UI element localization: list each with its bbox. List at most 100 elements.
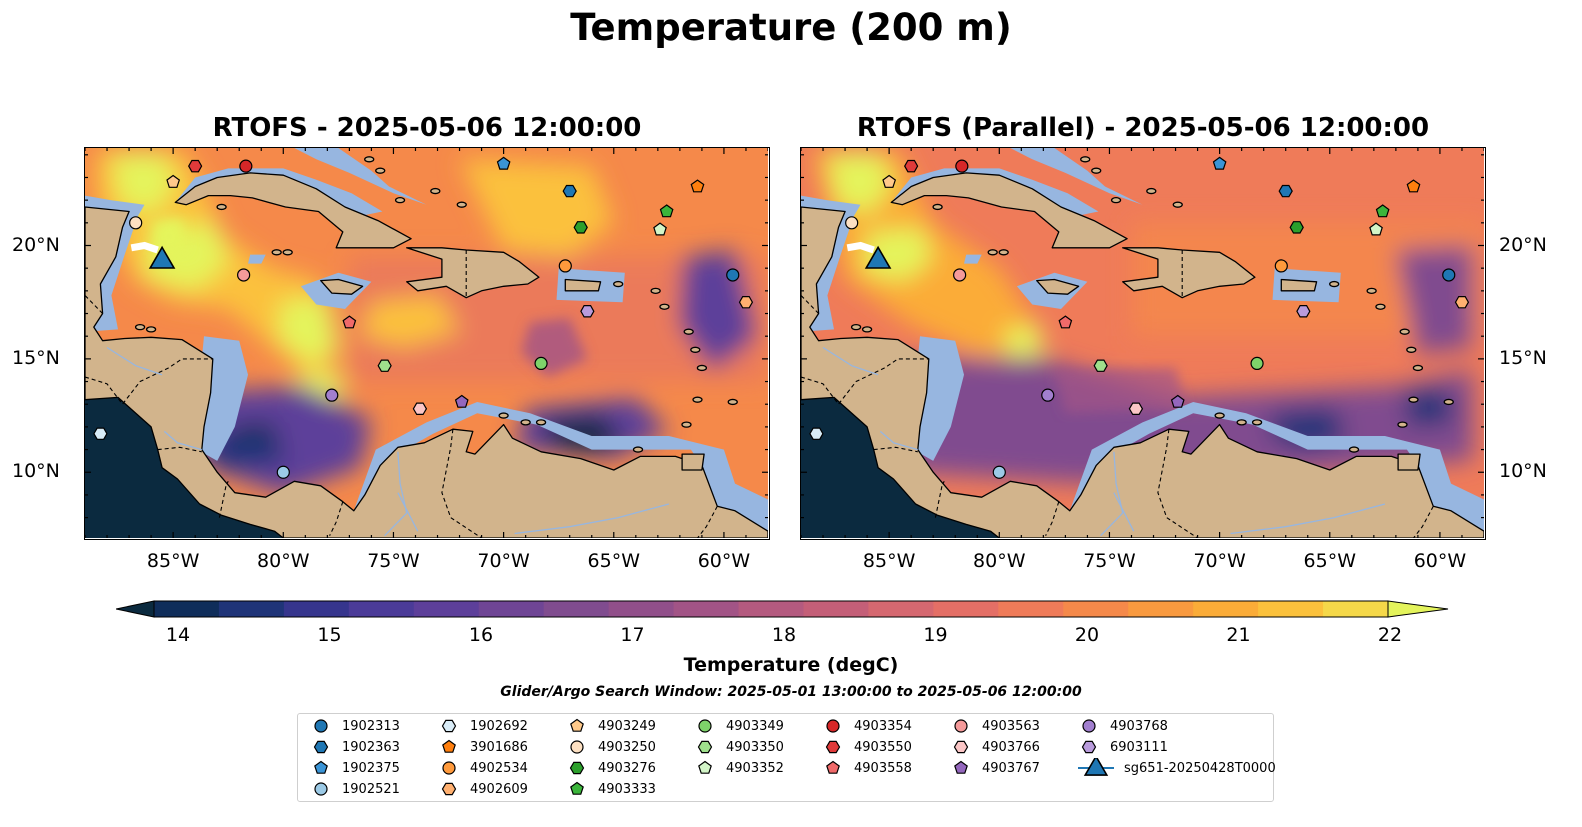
legend-marker-circle-icon [954, 719, 968, 733]
legend-marker-triangle-icon [1078, 758, 1114, 776]
map-canvas-rtofs-parallel [801, 148, 1484, 538]
colorbar-tick-label: 18 [771, 624, 797, 646]
legend-marker [442, 739, 456, 753]
y-tick-label-right: 20°N [1499, 233, 1547, 256]
x-tick-label: 70°W [477, 550, 530, 572]
float-marker [1289, 221, 1304, 234]
legend-marker [570, 718, 584, 732]
float-marker [882, 174, 897, 188]
legend-item: 4903276 [566, 758, 656, 778]
legend-marker-hexagon-icon [953, 740, 969, 754]
legend-label: 4903563 [982, 718, 1040, 734]
legend-marker-pentagon-icon [314, 760, 328, 774]
colorbar-segment [673, 601, 740, 617]
legend-marker-circle-icon [698, 719, 712, 733]
legend-item: 1902313 [310, 716, 400, 736]
legend-marker [570, 781, 584, 795]
legend-label: 4903354 [854, 718, 912, 734]
float-marker [558, 259, 572, 273]
legend-marker-circle-icon [314, 782, 328, 796]
country-borders [801, 250, 1434, 538]
map-rtofs-parallel[interactable] [800, 147, 1486, 540]
legend-item: 4903766 [950, 737, 1040, 757]
colorbar-segment [1258, 601, 1324, 617]
float-marker [726, 268, 740, 282]
colorbar-segment [543, 601, 610, 617]
legend-label: 4903352 [726, 760, 784, 776]
colorbar-segment [998, 601, 1064, 617]
legend-marker [570, 740, 584, 754]
float-marker [1041, 388, 1055, 402]
map-canvas-rtofs [85, 148, 768, 538]
argo-floats [93, 156, 754, 479]
legend-label: 4903249 [598, 718, 656, 734]
float-marker [93, 427, 108, 440]
float-marker [325, 388, 339, 402]
legend-item: 4903550 [822, 737, 912, 757]
float-marker [1058, 315, 1073, 329]
legend-marker-pentagon-icon [442, 739, 456, 753]
panel-title-rtofs-parallel: RTOFS (Parallel) - 2025-05-06 12:00:00 [856, 113, 1430, 143]
legend-item: 4903333 [566, 779, 656, 799]
float-marker [188, 159, 203, 173]
legend-label: 1902692 [470, 718, 528, 734]
float-marker [1250, 356, 1264, 371]
glider-marker [864, 245, 892, 269]
colorbar-segment [154, 601, 220, 617]
float-marker [1278, 184, 1293, 198]
legend-marker-circle-icon [570, 740, 584, 754]
float-marker [955, 159, 969, 173]
legend-marker-hexagon-icon [441, 782, 457, 796]
legend-marker [1083, 758, 1109, 776]
legend-item: 6903111 [1078, 737, 1168, 757]
colorbar-segment [283, 601, 350, 617]
colorbar-tick-label: 19 [923, 624, 948, 646]
legend-marker [698, 760, 712, 774]
legend-label: sg651-20250428T0000 [1124, 760, 1276, 776]
legend-marker [826, 760, 840, 774]
legend-marker [314, 719, 328, 733]
x-tick-label: 85°W [862, 550, 916, 572]
colorbar-segment [1128, 601, 1194, 617]
float-marker [653, 222, 667, 236]
colorbar-extend-max [1387, 600, 1449, 618]
legend-label: 4902609 [470, 781, 528, 797]
x-tick-label: 65°W [1303, 550, 1356, 572]
legend-label: 4903558 [854, 760, 912, 776]
colorbar-label: Temperature (degC) [683, 654, 899, 676]
legend-item: sg651-20250428T0000 [1078, 758, 1276, 778]
legend-item: 1902521 [310, 779, 400, 799]
colorbar-segment [933, 601, 999, 617]
colorbar-segment [608, 601, 675, 617]
colorbar-segment [1193, 601, 1259, 617]
legend-marker-circle-icon [1082, 719, 1096, 733]
legend-marker [825, 740, 841, 754]
float-marker [377, 359, 392, 372]
legend-marker [313, 740, 329, 754]
colorbar-tick-label: 14 [165, 624, 191, 646]
legend-item: 3901686 [438, 737, 528, 757]
float-marker [1369, 222, 1383, 236]
float-marker [239, 159, 253, 173]
rivers [822, 346, 1386, 537]
legend-marker-circle-icon [826, 719, 840, 733]
colorbar-segment [1323, 601, 1389, 617]
legend-marker [314, 782, 328, 796]
y-tick-label-right: 10°N [1499, 460, 1547, 483]
float-marker [534, 356, 548, 371]
float-marker [496, 156, 511, 170]
x-tick-label: 65°W [587, 550, 640, 572]
rivers [106, 346, 670, 537]
argo-floats [809, 156, 1470, 479]
legend-marker-hexagon-icon [313, 740, 329, 754]
y-tick-label-left: 15°N [12, 346, 60, 369]
land [801, 156, 1484, 538]
legend-marker-pentagon-icon [570, 718, 584, 732]
glider-track [130, 241, 159, 254]
legend-marker-pentagon-icon [570, 781, 584, 795]
legend-label: 1902375 [342, 760, 400, 776]
float-marker [1442, 268, 1456, 282]
map-rtofs[interactable] [84, 147, 770, 540]
x-tick-label: 70°W [1193, 550, 1246, 572]
x-tick-label: 80°W [257, 550, 310, 572]
